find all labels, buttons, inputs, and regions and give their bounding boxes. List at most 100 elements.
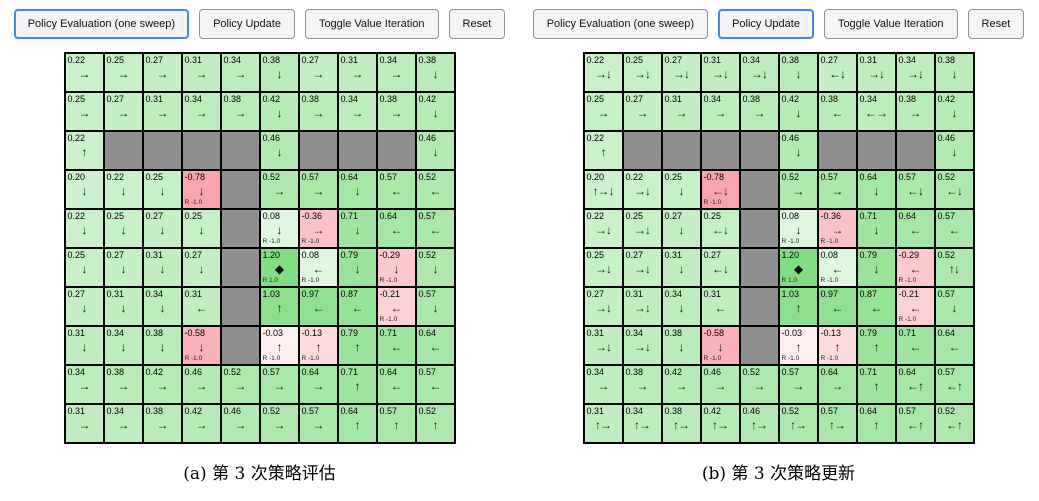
cell-value: 0.22 [586,55,605,65]
cell-value: 0.38 [301,94,320,104]
grid-cell: 0.46 ↑→ [739,404,779,443]
policy-arrow-icon: ↑ [873,379,880,393]
grid-cell: 0.31 ← [700,287,740,326]
policy-arrow-icon: ↓ [432,106,439,120]
policy-arrow-icon: → [117,379,130,393]
grid-cell: 0.34 ↓ [103,326,143,365]
toolbar-button-policy-evaluation-one-sweep[interactable]: Policy Evaluation (one sweep) [13,9,190,39]
grid-cell: 0.31 → [64,404,104,443]
grid-cell: 0.64 ←↑ [895,365,935,404]
reward-label: R -1.0 [820,355,839,362]
wall-cell [622,131,662,170]
cell-value: -0.29 [379,250,401,260]
policy-arrow-icon: → [312,379,325,393]
policy-arrow-icon: ↓ [678,184,685,198]
cell-value: 0.64 [340,406,359,416]
cell-value: 0.34 [703,94,722,104]
policy-arrow-icon: ↑ [795,301,802,315]
policy-arrow-icon: → [156,106,169,120]
policy-arrow-icon: → [156,379,169,393]
cell-value: 0.46 [262,133,281,143]
cell-value: 0.08 [301,250,320,260]
grid-cell: 0.22 →↓ [583,53,623,92]
toolbar-button-toggle-value-iteration[interactable]: Toggle Value Iteration [304,9,439,39]
wall-cell [376,131,416,170]
toolbar-button-reset[interactable]: Reset [448,9,506,39]
cell-value: -0.21 [379,289,401,299]
cell-value: 0.52 [262,406,281,416]
toolbar-button-policy-update[interactable]: Policy Update [199,9,295,39]
policy-arrow-icon: ↑→↓ [592,184,615,198]
cell-value: 0.64 [340,172,359,182]
cell-value: 0.97 [301,289,320,299]
grid-cell: 0.31 →↓ [700,53,740,92]
grid-cell: 0.97 ← [298,287,338,326]
policy-arrow-icon: ←↓ [907,184,924,198]
cell-value: -0.29 [898,250,920,260]
policy-arrow-icon: →↓ [673,67,690,81]
cell-value: 0.34 [379,55,398,65]
toolbar-button-policy-update[interactable]: Policy Update [718,9,814,39]
cell-value: 0.31 [703,55,722,65]
policy-arrow-icon: ↓ [951,106,958,120]
cell-value: 0.34 [625,328,644,338]
wall-cell [739,209,779,248]
cell-value: 0.79 [859,328,878,338]
policy-arrow-icon: →↓ [751,67,768,81]
cell-value: 0.38 [742,94,761,104]
policy-arrow-icon: ↑→ [595,418,612,432]
cell-value: 0.27 [820,55,839,65]
cell-value: 0.57 [937,289,956,299]
toolbar-button-policy-evaluation-one-sweep[interactable]: Policy Evaluation (one sweep) [532,9,709,39]
policy-arrow-icon: ↑ [354,340,361,354]
cell-value: 0.79 [340,250,359,260]
grid-cell: 0.57 ↑→ [817,404,857,443]
grid-cell: 0.64 ← [895,209,935,248]
policy-arrow-icon: → [753,106,766,120]
policy-arrow-icon: → [831,223,844,237]
reward-label: R -1.0 [301,277,320,284]
policy-arrow-icon: → [195,106,208,120]
cell-value: 0.31 [586,328,605,338]
policy-arrow-icon: ↓ [432,262,439,276]
policy-arrow-icon: → [195,379,208,393]
grid-cell: 0.97 ← [817,287,857,326]
grid-cell: 0.57 ← [934,209,974,248]
grid-cell: 0.46 → [700,365,740,404]
cell-value: 0.27 [145,211,164,221]
grid-cell: -0.03 ↑ R -1.0 [259,326,299,365]
grid-cell: 0.52 ↓ [415,248,455,287]
grid-cell: 1.20 ◆ R 1.0 [259,248,299,287]
cell-value: 0.64 [937,328,956,338]
figure-caption: (b) 第 3 次策略更新 [701,464,856,484]
grid-cell: 0.64 ← [934,326,974,365]
cell-value: 0.34 [664,289,683,299]
policy-arrow-icon: → [636,379,649,393]
policy-arrow-icon: ← [351,301,364,315]
cell-value: 0.25 [625,211,644,221]
policy-arrow-icon: ← [429,184,442,198]
grid-cell: 0.34 → [376,53,416,92]
policy-arrow-icon: ↓ [159,223,166,237]
grid-cell: 0.25 ↓ [661,170,701,209]
policy-arrow-icon: ← [870,301,883,315]
toolbar-button-reset[interactable]: Reset [967,9,1025,39]
reward-label: R -1.0 [781,355,800,362]
grid-cell: 0.22 ↑ [583,131,623,170]
cell-value: 0.57 [418,367,437,377]
policy-arrow-icon: ↓ [159,184,166,198]
policy-arrow-icon: ↓ [795,223,802,237]
policy-arrow-icon: ← [312,301,325,315]
grid-cell: 0.52 → [739,365,779,404]
policy-arrow-icon: → [351,106,364,120]
policy-arrow-icon: → [753,379,766,393]
policy-arrow-icon: → [714,379,727,393]
policy-arrow-icon: →↓ [868,67,885,81]
cell-value: 0.46 [742,406,761,416]
toolbar-button-toggle-value-iteration[interactable]: Toggle Value Iteration [823,9,958,39]
grid-cell: 0.25 ←↓ [700,209,740,248]
cell-value: -0.78 [703,172,725,182]
cell-value: 0.25 [664,172,683,182]
grid-cell: 0.31 → [337,53,377,92]
